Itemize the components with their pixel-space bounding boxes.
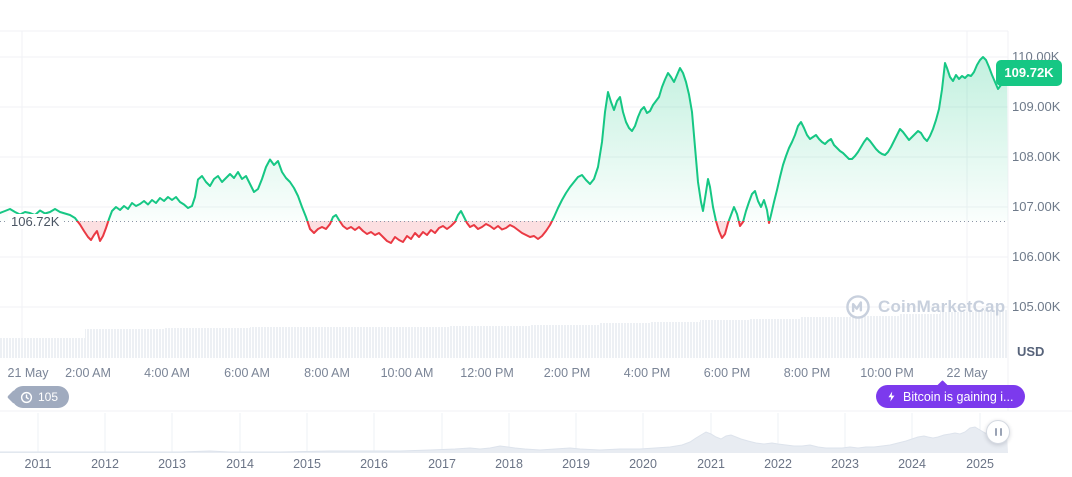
watching-count: 105 [38, 390, 59, 404]
y-axis-unit-label: USD [1017, 344, 1045, 359]
navigator-drag-handle[interactable] [986, 420, 1010, 444]
lightning-bolt-icon [888, 391, 895, 402]
watching-count-badge: 105 [6, 386, 70, 408]
watermark-text: CoinMarketCap [878, 297, 1006, 316]
handle-grip [994, 428, 997, 436]
news-alert-badge[interactable]: Bitcoin is gaining i... [876, 380, 1026, 408]
baseline-price-label: 106.72K [8, 214, 63, 229]
coinmarketcap-logo-icon [846, 295, 870, 319]
clock-icon [20, 391, 33, 403]
alert-text: Bitcoin is gaining i... [903, 389, 1014, 404]
handle-grip [999, 428, 1002, 436]
current-price-badge: 109.72K [996, 60, 1062, 86]
coinmarketcap-watermark: CoinMarketCap [845, 294, 1005, 320]
